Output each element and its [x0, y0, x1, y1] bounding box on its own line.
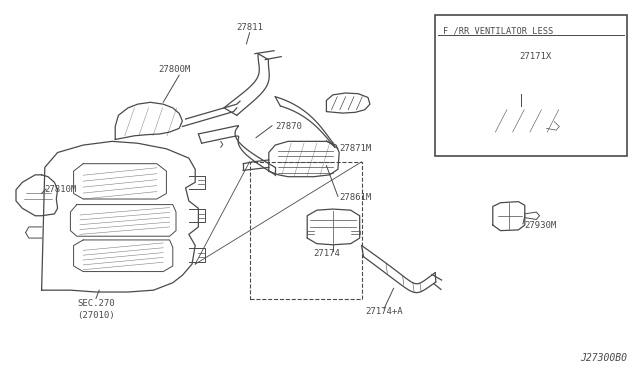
Bar — [435, 15, 627, 156]
Text: 27174: 27174 — [313, 249, 340, 258]
Text: 27811: 27811 — [236, 23, 263, 32]
Text: F /RR VENTILATOR LESS: F /RR VENTILATOR LESS — [443, 26, 553, 35]
Text: 27800M: 27800M — [158, 65, 190, 74]
Text: 27861M: 27861M — [339, 193, 371, 202]
Text: 27171X: 27171X — [519, 52, 551, 61]
Text: 27174+A: 27174+A — [365, 307, 403, 316]
Text: SEC.270: SEC.270 — [77, 299, 115, 308]
Text: 27870: 27870 — [275, 122, 302, 131]
Text: 27930M: 27930M — [525, 221, 557, 230]
Text: 27871M: 27871M — [339, 144, 371, 153]
Text: 27810M: 27810M — [45, 185, 77, 194]
Text: (27010): (27010) — [77, 311, 115, 320]
Text: J27300B0: J27300B0 — [580, 353, 627, 363]
Bar — [250, 162, 362, 299]
